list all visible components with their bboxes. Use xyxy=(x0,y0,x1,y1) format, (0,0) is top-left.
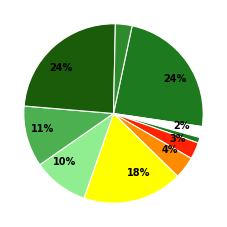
Wedge shape xyxy=(114,114,191,176)
Wedge shape xyxy=(24,24,115,114)
Wedge shape xyxy=(24,106,114,165)
Wedge shape xyxy=(114,114,200,143)
Wedge shape xyxy=(114,26,203,127)
Wedge shape xyxy=(84,114,178,203)
Text: 11%: 11% xyxy=(31,124,54,134)
Text: 10%: 10% xyxy=(53,157,77,167)
Text: 4%: 4% xyxy=(162,145,179,155)
Wedge shape xyxy=(114,114,198,158)
Text: 2%: 2% xyxy=(173,121,190,131)
Wedge shape xyxy=(40,114,114,198)
Text: 24%: 24% xyxy=(164,74,187,84)
Text: 18%: 18% xyxy=(127,168,151,178)
Wedge shape xyxy=(114,114,202,138)
Wedge shape xyxy=(114,24,132,114)
Text: 24%: 24% xyxy=(49,63,73,73)
Text: 3%: 3% xyxy=(169,134,185,144)
